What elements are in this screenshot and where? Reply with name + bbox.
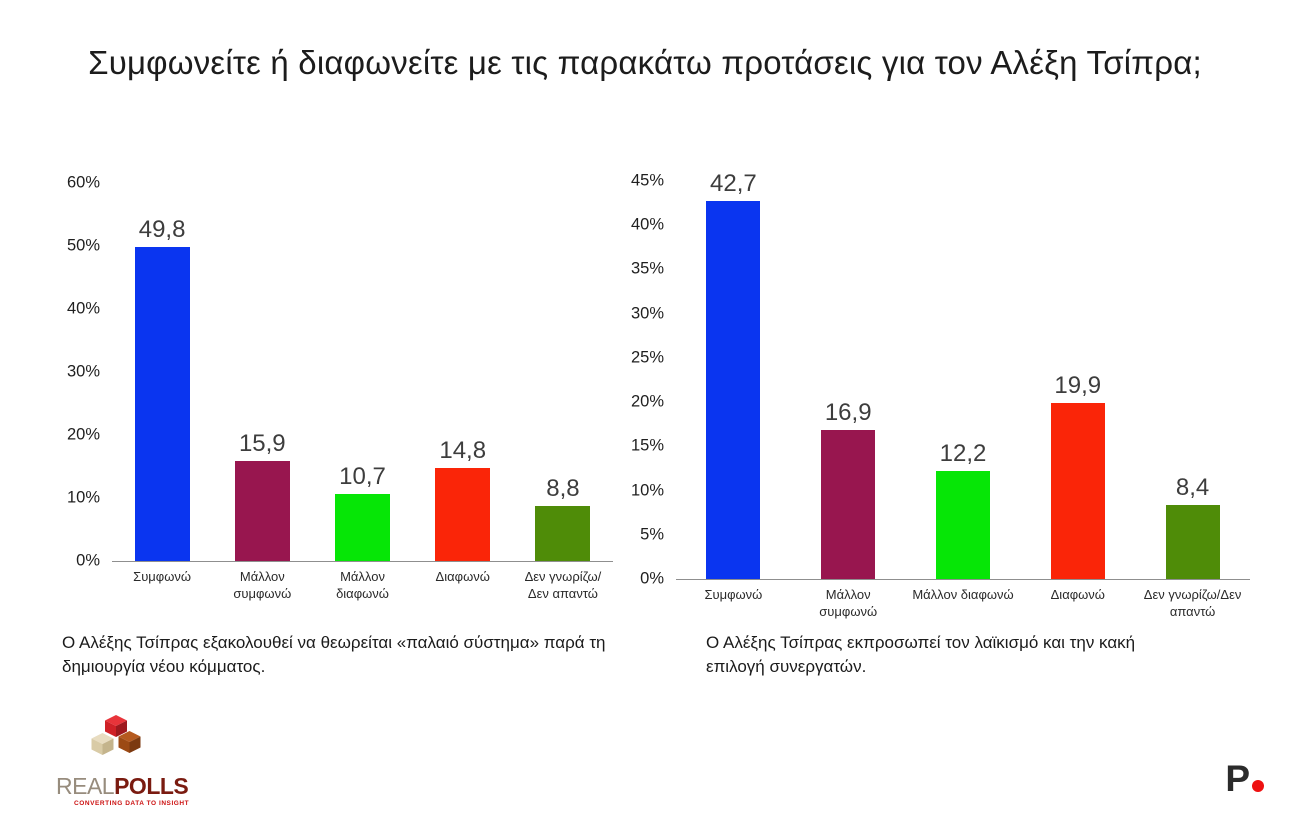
x-category-label: Συμφωνώ	[133, 569, 192, 584]
bar-slot: 8,4	[1135, 181, 1250, 579]
bar	[821, 429, 876, 579]
plot-area-left: 49,8 15,9 10,7 14,8 8,8	[112, 183, 613, 562]
y-tick-label: 15%	[630, 436, 664, 455]
bar-slot: 12,2	[906, 181, 1021, 579]
bar-slot: 42,7	[676, 170, 791, 579]
bar	[134, 247, 190, 561]
chart-right: 0% 5% 10% 15% 20% 25% 30% 35% 40% 45% 42,7 16,9 12,…	[628, 170, 1250, 621]
y-tick-label: 30%	[630, 304, 664, 323]
y-tick-label: 5%	[640, 525, 664, 544]
realpolls-wordmark: REALPOLLS	[56, 773, 189, 799]
bar	[1165, 504, 1220, 579]
y-tick-label: 0%	[76, 551, 100, 570]
realpolls-tagline: CONVERTING DATA TO INSIGHT	[74, 800, 190, 807]
bar-value-label: 14,8	[439, 436, 487, 464]
bar	[335, 493, 390, 561]
bar-value-label: 10,7	[339, 462, 386, 490]
y-tick-label: 50%	[66, 236, 100, 255]
bar-slot: 8,8	[513, 183, 613, 561]
bar	[1050, 403, 1105, 579]
bar	[234, 460, 290, 561]
realpolls-word-polls: POLLS	[114, 773, 189, 799]
y-tick-label: 35%	[630, 259, 664, 278]
bar-value-label: 15,9	[238, 429, 286, 457]
bar	[935, 471, 990, 579]
bar-value-label: 49,8	[138, 216, 186, 244]
x-category-label: Μάλλον διαφωνώ	[336, 569, 389, 601]
y-axis-left: 0% 10% 20% 30% 40% 50% 60%	[58, 174, 112, 570]
y-tick-label: 20%	[66, 425, 100, 444]
x-category-label: Διαφωνώ	[435, 569, 490, 584]
y-tick-label: 40%	[630, 215, 664, 234]
bar	[706, 201, 761, 579]
bar-slot: 19,9	[1020, 181, 1135, 579]
prorata-dot-icon	[1252, 780, 1264, 793]
y-tick-label: 45%	[630, 171, 664, 190]
x-category-label: Δεν γνωρίζω/Δεν απαντώ	[1143, 587, 1242, 619]
y-tick-label: 0%	[640, 569, 664, 588]
x-axis-labels-right: Συμφωνώ Μάλλον συμφωνώ Μάλλον διαφωνώ Διαφω…	[676, 587, 1250, 621]
bar-value-label: 8,4	[1175, 473, 1210, 501]
caption-right: Ο Αλέξης Τσίπρας εκπροσωπεί τον λαϊκισμό…	[706, 633, 1136, 676]
y-tick-label: 40%	[66, 299, 100, 318]
x-category-label: Δεν γνωρίζω/Δεν απαντώ	[524, 569, 602, 601]
x-category-label: Συμφωνώ	[704, 587, 763, 602]
page-title: Συμφωνείτε ή διαφωνείτε με τις παρακάτω …	[88, 44, 1202, 81]
x-axis-labels-left: Συμφωνώ Μάλλον συμφωνώ Μάλλον διαφωνώ Διαφω…	[112, 569, 613, 603]
chart-left: 0% 10% 20% 30% 40% 50% 60% 49,8 15,9 10,7 14,8 8,8…	[58, 174, 613, 603]
bar-value-label: 16,9	[824, 398, 872, 426]
bar-slot: 14,8	[413, 183, 513, 561]
bars-right: 42,7 16,9 12,2 19,9 8,4	[676, 170, 1250, 579]
prorata-letter: P	[1225, 758, 1250, 799]
x-category-label: Μάλλον συμφωνώ	[233, 569, 292, 601]
bar-value-label: 19,9	[1054, 372, 1102, 399]
x-category-label: Μάλλον συμφωνώ	[819, 587, 878, 619]
y-tick-label: 10%	[66, 488, 100, 507]
bar-value-label: 12,2	[939, 440, 987, 468]
y-tick-label: 30%	[66, 362, 100, 381]
prorata-logo: P	[1225, 758, 1264, 799]
y-axis-right: 0% 5% 10% 15% 20% 25% 30% 35% 40% 45%	[628, 172, 676, 588]
bars-left: 49,8 15,9 10,7 14,8 8,8	[112, 183, 613, 561]
realpolls-cube-icon	[91, 715, 141, 755]
plot-area-right: 42,7 16,9 12,2 19,9 8,4	[676, 170, 1250, 580]
x-category-label: Διαφωνώ	[1050, 587, 1105, 602]
caption-left: Ο Αλέξης Τσίπρας εξακολουθεί να θεωρείτα…	[62, 633, 606, 676]
y-tick-label: 20%	[630, 392, 664, 411]
bar-slot: 15,9	[212, 183, 312, 561]
bar	[435, 467, 491, 561]
bar-slot: 16,9	[791, 181, 906, 579]
x-category-label: Μάλλον διαφωνώ	[912, 587, 1014, 602]
realpolls-word-real: REAL	[56, 773, 115, 799]
bar	[535, 505, 591, 561]
bar-slot: 49,8	[112, 183, 212, 561]
realpolls-logo: REALPOLLS CONVERTING DATA TO INSIGHT	[56, 712, 190, 807]
bar-value-label: 42,7	[710, 170, 757, 198]
y-tick-label: 25%	[630, 348, 664, 367]
y-tick-label: 60%	[66, 173, 100, 192]
bar-slot: 10,7	[312, 183, 412, 561]
y-tick-label: 10%	[630, 481, 664, 500]
bar-value-label: 8,8	[546, 474, 580, 502]
